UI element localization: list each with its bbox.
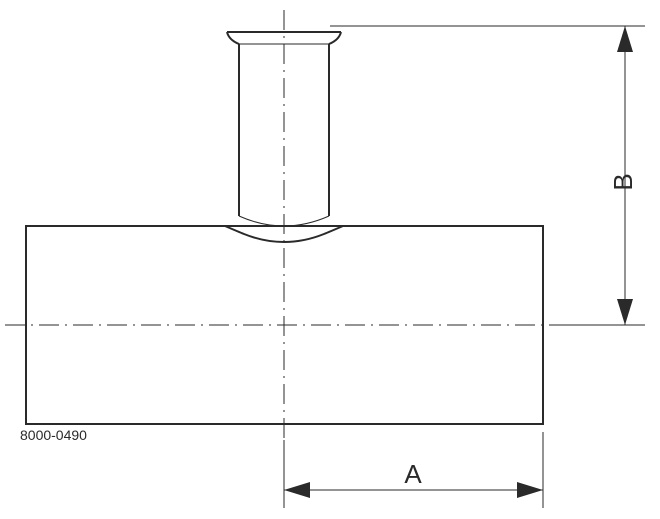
- dim-a-arrow-right: [517, 482, 543, 498]
- dim-b-label: B: [608, 173, 638, 190]
- dim-a-label: A: [404, 459, 422, 489]
- dim-a-arrow-left: [284, 482, 310, 498]
- dim-b-arrow-top: [617, 26, 633, 52]
- technical-drawing: B A 8000-0490: [0, 0, 660, 519]
- drawing-number: 8000-0490: [20, 427, 87, 443]
- flange-right-fillet: [329, 32, 341, 44]
- flange-left-fillet: [227, 32, 239, 44]
- dim-b-arrow-bot: [617, 299, 633, 325]
